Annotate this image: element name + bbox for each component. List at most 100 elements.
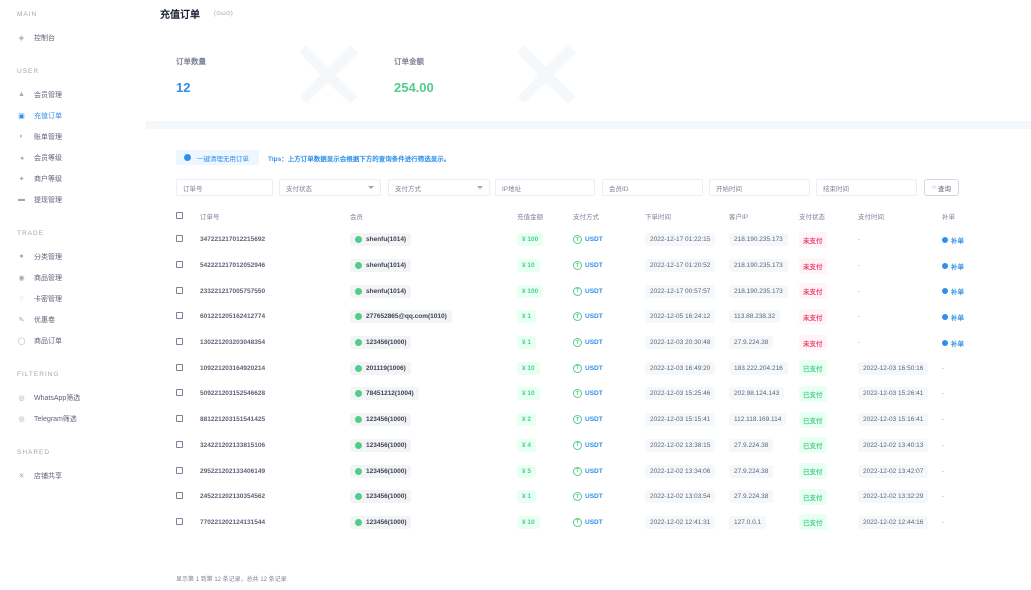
row-checkbox[interactable] bbox=[176, 312, 183, 320]
sidebar-item[interactable]: ◌ 卡密管理 bbox=[0, 288, 146, 309]
amount-badge: ¥ 100 bbox=[517, 284, 544, 298]
pay-method: T USDT bbox=[573, 261, 603, 271]
repair-none: - bbox=[942, 518, 945, 526]
repair-none: - bbox=[942, 441, 945, 449]
sidebar-item[interactable]: ▲ 会员管理 bbox=[0, 84, 146, 105]
row-checkbox[interactable] bbox=[176, 415, 183, 423]
sidebar-item[interactable]: ◯ 商品订单 bbox=[0, 330, 146, 351]
sidebar-item[interactable]: ▬ 提现管理 bbox=[0, 189, 146, 210]
order-icon: ◯ bbox=[17, 337, 26, 345]
user-dot-icon bbox=[355, 339, 362, 347]
member-badge[interactable]: 78451212(1004) bbox=[350, 387, 419, 401]
filter-bar: 订单号 支付状态 支付方式 IP地址 会员ID 开始时间 结束时间 ○ 查询 bbox=[176, 179, 1006, 196]
tether-icon: T bbox=[573, 312, 582, 322]
withdraw-icon: ▬ bbox=[18, 196, 25, 203]
check-circle-icon bbox=[942, 288, 948, 295]
sidebar-item[interactable]: ✦ 商户等级 bbox=[0, 168, 146, 189]
column-header[interactable]: 支付时间 bbox=[858, 214, 884, 221]
column-header[interactable]: 支付状态 bbox=[799, 214, 825, 221]
paid-time: - bbox=[858, 236, 861, 244]
chevron-down-icon bbox=[368, 186, 374, 189]
row-checkbox[interactable] bbox=[176, 338, 183, 346]
member-badge[interactable]: 123456(1000) bbox=[350, 438, 412, 452]
table-row: 109221203164920214 201119(1006) ¥ 10 T US… bbox=[176, 355, 1006, 381]
order-no-input[interactable]: 订单号 bbox=[176, 179, 273, 196]
paid-time: 2022-12-03 16:50:16 bbox=[858, 361, 929, 375]
sidebar-item[interactable]: ◎ WhatsApp筛选 bbox=[0, 387, 146, 408]
row-checkbox[interactable] bbox=[176, 517, 183, 525]
member-badge[interactable]: 201119(1006) bbox=[350, 361, 411, 375]
member-badge[interactable]: shenfu(1014) bbox=[350, 284, 412, 298]
sidebar-item[interactable]: ◐ 账单管理 bbox=[0, 126, 146, 147]
sidebar-item[interactable]: ◂ 会员等级 bbox=[0, 147, 146, 168]
sidebar-item[interactable]: ◈ 控制台 bbox=[0, 27, 146, 48]
column-header[interactable]: 下单时间 bbox=[645, 214, 671, 221]
user-dot-icon bbox=[355, 262, 362, 270]
column-header[interactable]: 补单 bbox=[942, 214, 955, 221]
member-badge[interactable]: shenfu(1014) bbox=[350, 259, 412, 273]
member-badge[interactable]: 123456(1000) bbox=[350, 413, 412, 427]
repair-order-button[interactable]: 补单 bbox=[942, 261, 964, 271]
column-header[interactable]: 支付方式 bbox=[573, 214, 599, 221]
member-name: shenfu(1014) bbox=[366, 262, 407, 270]
repair-order-button[interactable]: 补单 bbox=[942, 338, 964, 348]
clear-orders-button[interactable]: 一键清理无用订单 bbox=[176, 150, 259, 165]
member-badge[interactable]: 123456(1000) bbox=[350, 336, 412, 350]
end-time-input[interactable]: 结束时间 bbox=[816, 179, 917, 196]
column-header[interactable]: 会员 bbox=[350, 214, 363, 221]
tether-icon: T bbox=[573, 286, 582, 296]
product-icon: ◉ bbox=[18, 274, 25, 282]
paid-time: - bbox=[858, 339, 861, 347]
row-checkbox[interactable] bbox=[176, 389, 183, 397]
repair-label: 补单 bbox=[951, 237, 964, 245]
column-header[interactable]: 充值金额 bbox=[517, 214, 543, 221]
member-badge[interactable]: 277652865@qq.com(1010) bbox=[350, 310, 452, 324]
repair-order-button[interactable]: 补单 bbox=[942, 312, 964, 322]
sidebar-item[interactable]: ✕ 店铺共享 bbox=[0, 465, 146, 486]
card-icon: ◌ bbox=[19, 295, 24, 302]
tether-icon: T bbox=[573, 235, 582, 245]
row-checkbox[interactable] bbox=[176, 492, 183, 500]
row-checkbox[interactable] bbox=[176, 261, 183, 269]
row-checkbox[interactable] bbox=[176, 235, 183, 243]
table-row: 542221217012052946 shenfu(1014) ¥ 10 T US… bbox=[176, 253, 1006, 279]
pay-method-select[interactable]: 支付方式 bbox=[388, 179, 490, 196]
member-badge[interactable]: 123456(1000) bbox=[350, 464, 412, 478]
pay-method-label: USDT bbox=[585, 339, 603, 347]
repair-order-button[interactable]: 补单 bbox=[942, 235, 964, 245]
member-name: 78451212(1004) bbox=[366, 390, 414, 398]
pay-status-select[interactable]: 支付状态 bbox=[279, 179, 381, 196]
sidebar-item[interactable]: ✎ 优惠卷 bbox=[0, 309, 146, 330]
sidebar-item[interactable]: ◎ Telegram筛选 bbox=[0, 408, 146, 429]
query-button[interactable]: ○ 查询 bbox=[924, 179, 959, 196]
user-icon: ▲ bbox=[18, 91, 25, 98]
ip-input[interactable]: IP地址 bbox=[495, 179, 595, 196]
orders-card: 一键清理无用订单 Tips：上方订单数据显示会根据下方的查询条件进行筛选显示。 … bbox=[146, 129, 1031, 590]
column-header[interactable]: 订单号 bbox=[200, 214, 220, 221]
user-dot-icon bbox=[355, 236, 362, 244]
member-badge[interactable]: shenfu(1014) bbox=[350, 233, 412, 247]
sidebar-item[interactable]: ◉ 商品管理 bbox=[0, 267, 146, 288]
sidebar-item-label: WhatsApp筛选 bbox=[34, 394, 81, 402]
select-all-checkbox[interactable] bbox=[176, 211, 183, 219]
row-checkbox[interactable] bbox=[176, 363, 183, 371]
row-checkbox[interactable] bbox=[176, 440, 183, 448]
sidebar-item[interactable]: ● 分类管理 bbox=[0, 246, 146, 267]
member-badge[interactable]: 123456(1000) bbox=[350, 515, 412, 529]
repair-order-button[interactable]: 补单 bbox=[942, 286, 964, 296]
amount-badge: ¥ 10 bbox=[517, 259, 540, 273]
member-badge[interactable]: 123456(1000) bbox=[350, 490, 412, 504]
order-number: 770221202124131544 bbox=[200, 518, 266, 526]
member-id-placeholder: 会员ID bbox=[609, 185, 629, 193]
created-time: 2022-12-03 15:25:46 bbox=[645, 387, 716, 401]
start-time-input[interactable]: 开始时间 bbox=[709, 179, 810, 196]
row-checkbox[interactable] bbox=[176, 286, 183, 294]
sidebar-item[interactable]: ▣ 充值订单 bbox=[0, 105, 146, 126]
status-badge: 已支付 bbox=[799, 360, 827, 377]
pay-method: T USDT bbox=[573, 312, 603, 322]
member-id-input[interactable]: 会员ID bbox=[602, 179, 703, 196]
member-name: 277652865@qq.com(1010) bbox=[366, 313, 447, 321]
client-ip: 112.118.169.114 bbox=[729, 413, 787, 427]
column-header[interactable]: 客户IP bbox=[729, 214, 749, 221]
row-checkbox[interactable] bbox=[176, 466, 183, 474]
